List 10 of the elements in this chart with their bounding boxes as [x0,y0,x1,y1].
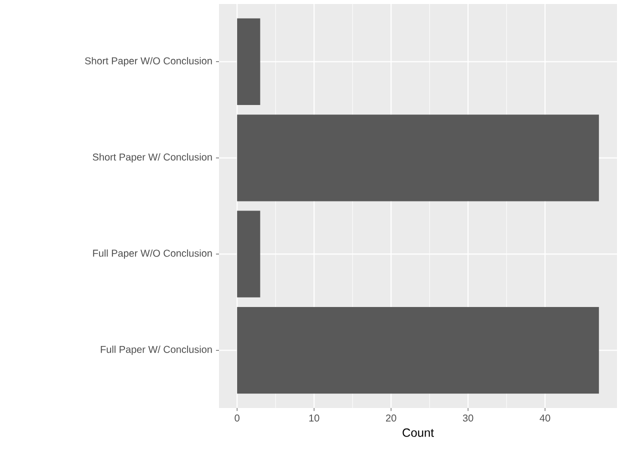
x-axis-title: Count [402,428,434,437]
y-tick-label: Full Paper W/O Conclusion [93,249,212,259]
x-tick-label: 40 [540,414,550,422]
x-tick-label: 30 [462,414,474,422]
x-tick-label: 10 [309,414,320,422]
y-tick-label: Short Paper W/O Conclusion [85,57,212,66]
x-tick-label: 0 [234,414,240,422]
y-tick-label: Full Paper W/ Conclusion [100,346,212,355]
y-tick-label: Short Paper W/ Conclusion [92,153,212,163]
x-tick-label: 20 [386,414,396,422]
